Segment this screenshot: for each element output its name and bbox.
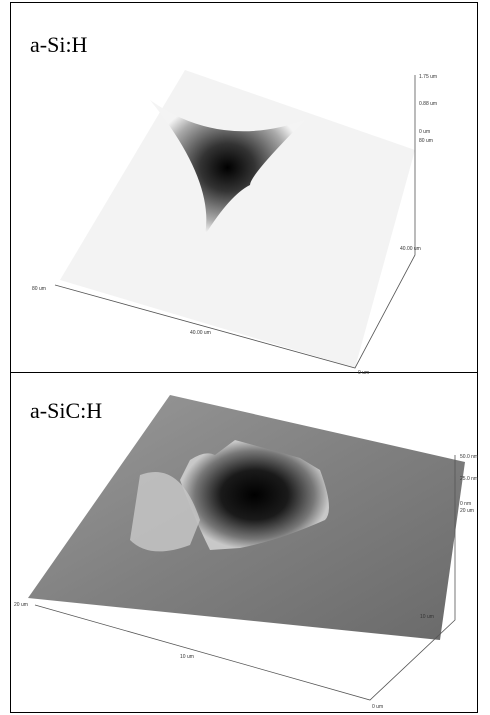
axis-label: 0 um	[372, 704, 383, 710]
axis-label: 20 um	[460, 508, 474, 514]
axis-label: 0 nm	[460, 501, 471, 507]
axis-label: 25.0 nm	[460, 476, 478, 482]
axis-label: 1.75 um	[419, 74, 437, 80]
axis-label: 0 um	[419, 129, 430, 135]
axis-label: 0.88 um	[419, 101, 437, 107]
axis-label: 50.0 nm	[460, 454, 478, 460]
figure: a-Si:H 1.75 um 0.88 um 0 um 80 um 40.00 …	[0, 0, 490, 715]
axis-label: 0 um	[358, 370, 369, 376]
axis-label: 40.00 um	[190, 330, 211, 336]
page: a-Si:H 1.75 um 0.88 um 0 um 80 um 40.00 …	[0, 0, 490, 715]
panel-label: a-SiC:H	[30, 398, 102, 423]
axis-label: 80 um	[32, 286, 46, 292]
axis-label: 40.00 um	[400, 246, 421, 252]
axis-label: 20 um	[14, 602, 28, 608]
panel-label: a-Si:H	[30, 32, 88, 57]
surface	[60, 70, 415, 368]
axis-label: 10 um	[420, 614, 434, 620]
axis-label: 10 um	[180, 654, 194, 660]
axis-label: 80 um	[419, 138, 433, 144]
